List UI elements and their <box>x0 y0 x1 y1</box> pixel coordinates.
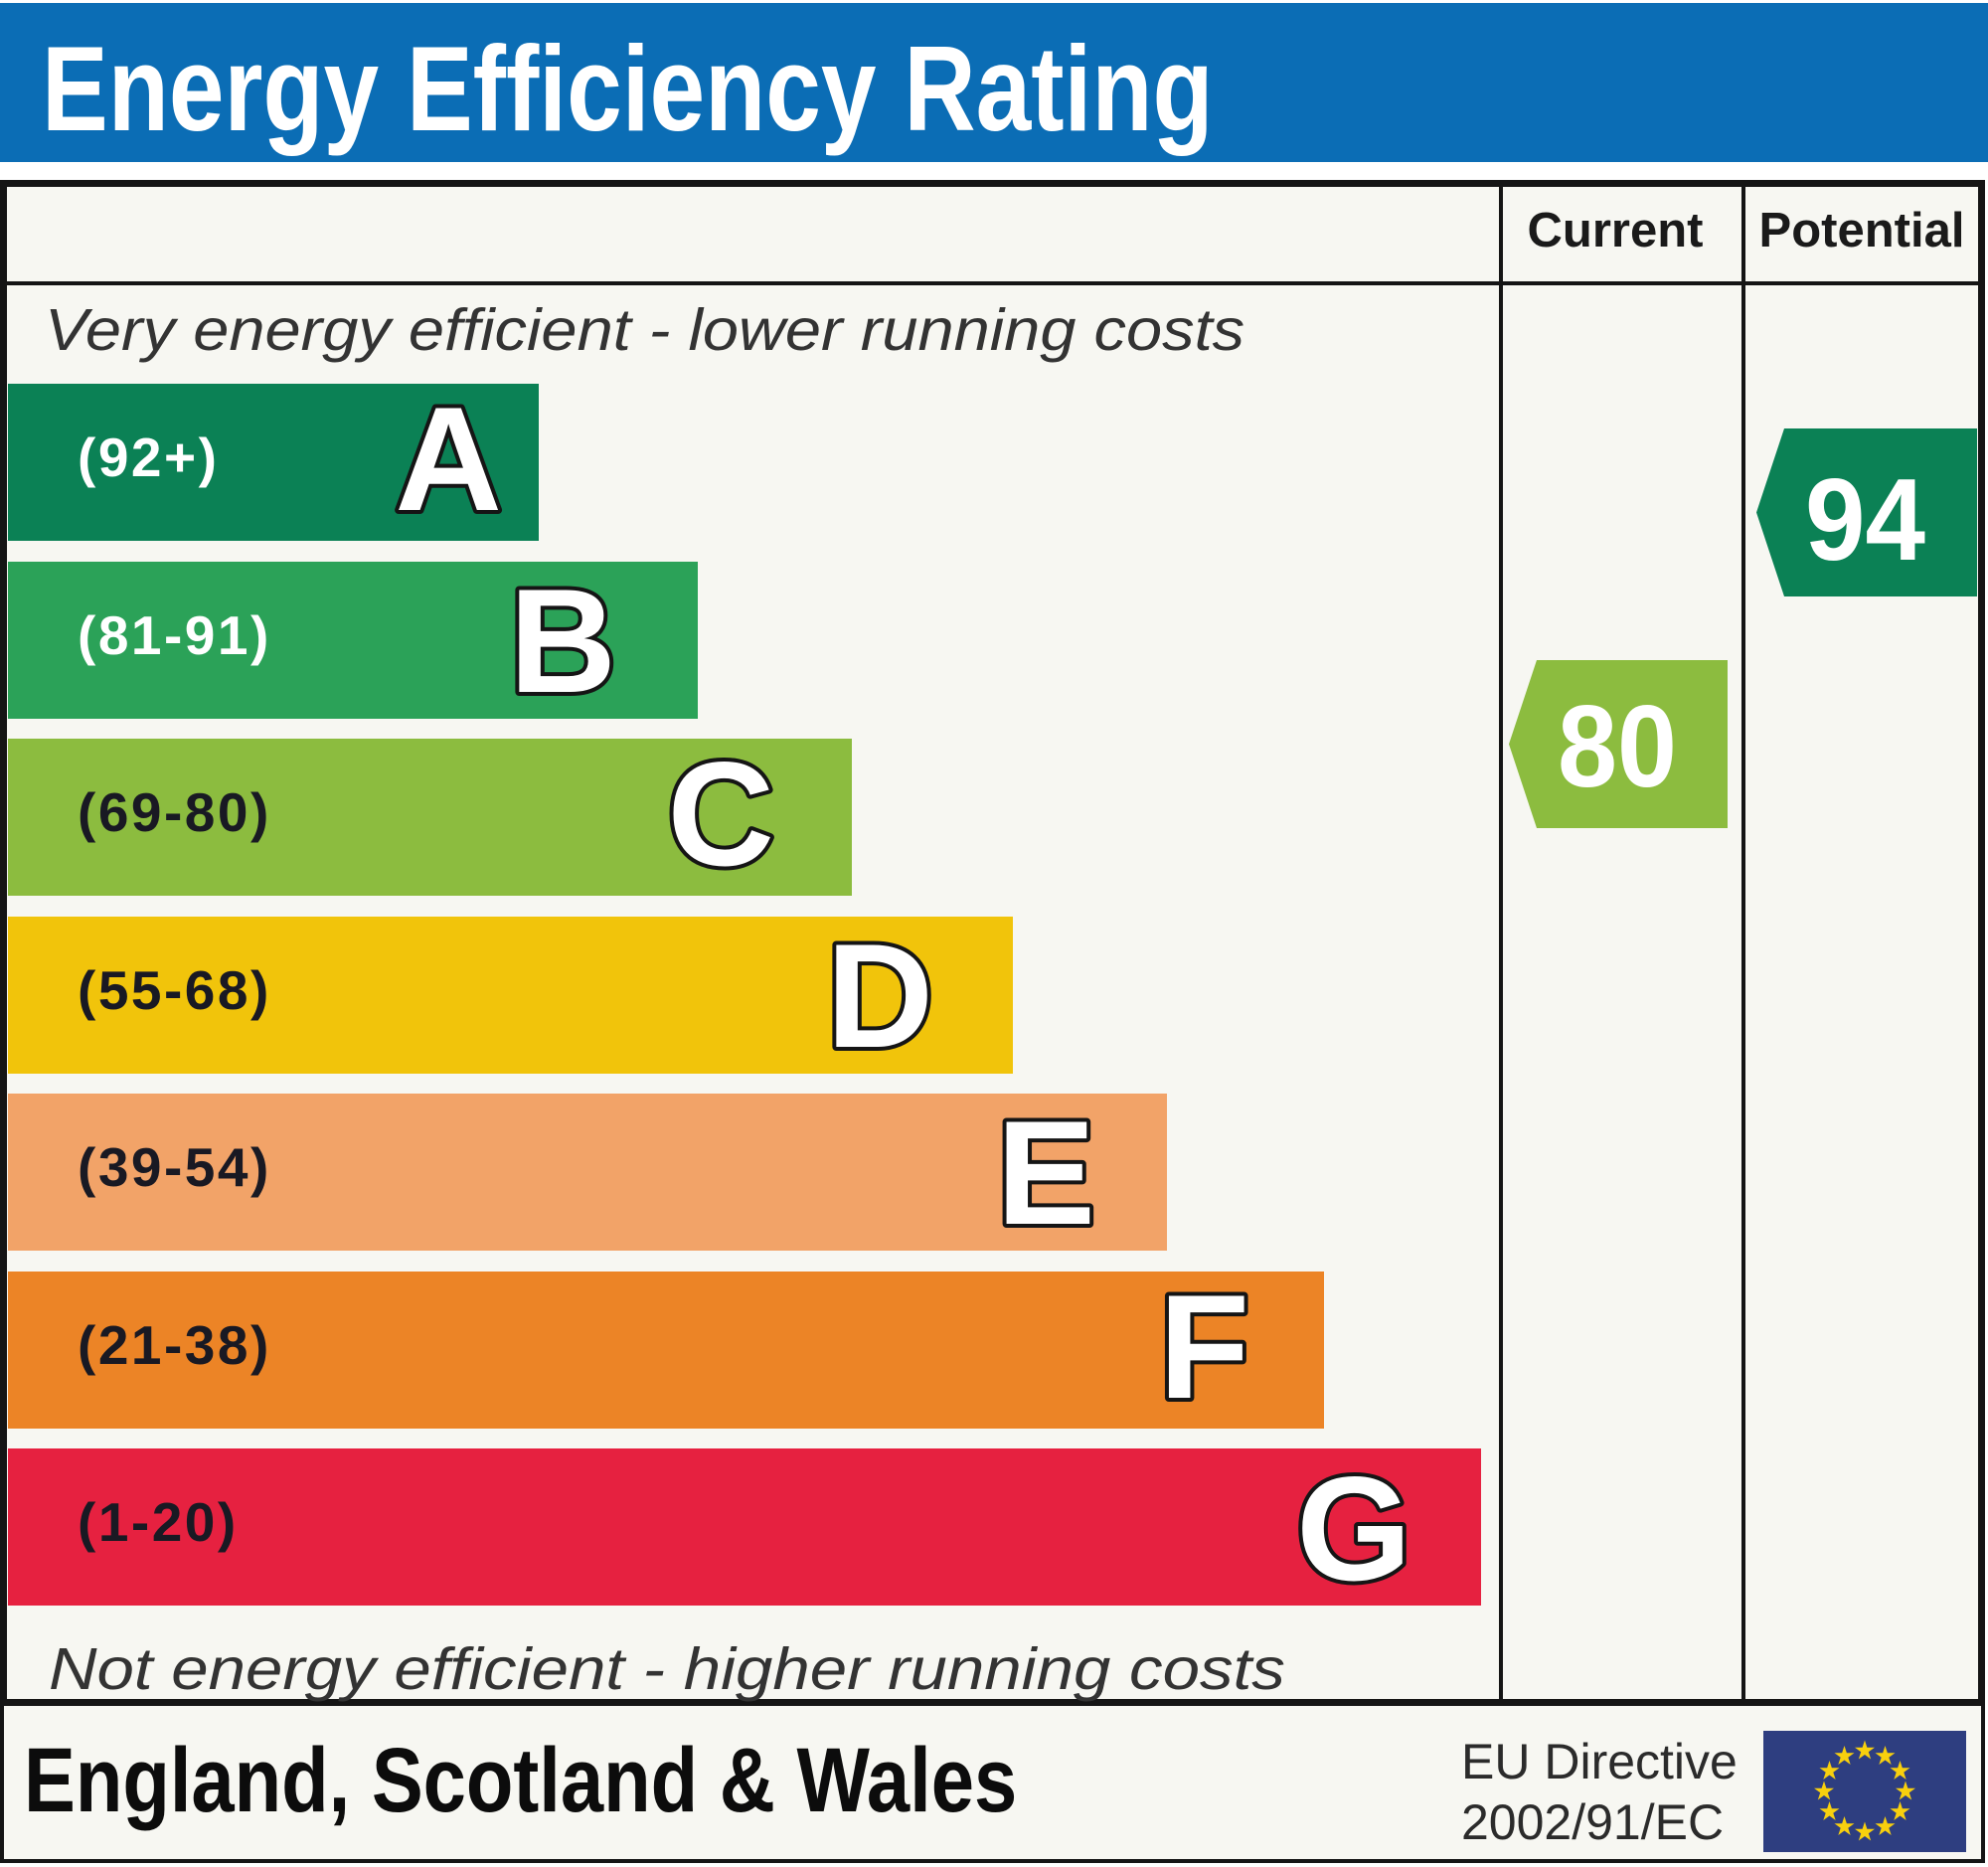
svg-text:D: D <box>826 913 933 1079</box>
svg-text:G: G <box>1296 1445 1411 1612</box>
svg-text:94: 94 <box>1805 454 1925 585</box>
svg-text:F: F <box>1159 1264 1249 1430</box>
svg-text:80: 80 <box>1558 681 1677 811</box>
svg-text:E: E <box>997 1090 1095 1256</box>
svg-text:C: C <box>667 731 774 897</box>
svg-text:B: B <box>509 558 616 724</box>
svg-text:A: A <box>395 376 502 542</box>
